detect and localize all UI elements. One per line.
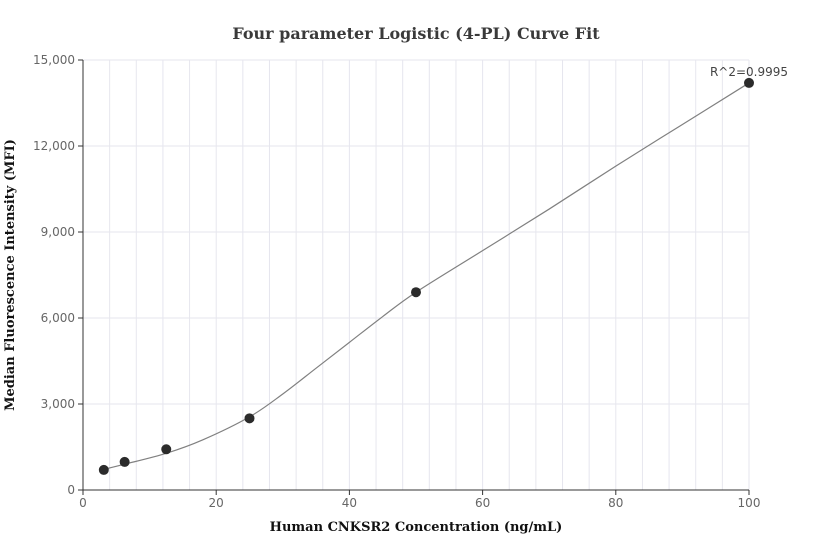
data-point: [411, 287, 421, 298]
data-point: [98, 464, 109, 475]
y-axis-title: Median Fluorescence Intensity (MFI): [3, 139, 18, 411]
y-tick-label: 9,000: [41, 225, 75, 239]
x-axis-title: Human CNKSR2 Concentration (ng/mL): [270, 520, 563, 535]
data-point: [161, 444, 172, 455]
y-tick-label: 0: [67, 483, 75, 497]
fit-curve-layer: [103, 82, 750, 470]
y-tick-label: 15,000: [33, 53, 75, 67]
fit-curve: [103, 82, 750, 470]
chart-title: Four parameter Logistic (4-PL) Curve Fit: [232, 24, 600, 43]
data-point: [244, 413, 255, 424]
y-tick-label: 3,000: [41, 397, 75, 411]
x-tick-label: 100: [738, 496, 761, 510]
axes: [78, 59, 750, 495]
x-tick-label: 0: [79, 496, 87, 510]
y-tick-label: 12,000: [33, 139, 75, 153]
x-tick-label: 60: [475, 496, 490, 510]
x-tick-label: 80: [608, 496, 623, 510]
data-point: [119, 456, 130, 467]
y-tick-label: 6,000: [41, 311, 75, 325]
tick-labels: 0 20 40 60 80 100 0 3,000 6,000 9,000 12,000 15,000: [33, 53, 760, 510]
r-squared-annotation: R^2=0.9995: [710, 65, 788, 79]
data-points: [98, 77, 754, 475]
x-tick-label: 20: [209, 496, 224, 510]
grid: [82, 59, 750, 491]
x-tick-label: 40: [342, 496, 357, 510]
data-point: [744, 77, 754, 88]
